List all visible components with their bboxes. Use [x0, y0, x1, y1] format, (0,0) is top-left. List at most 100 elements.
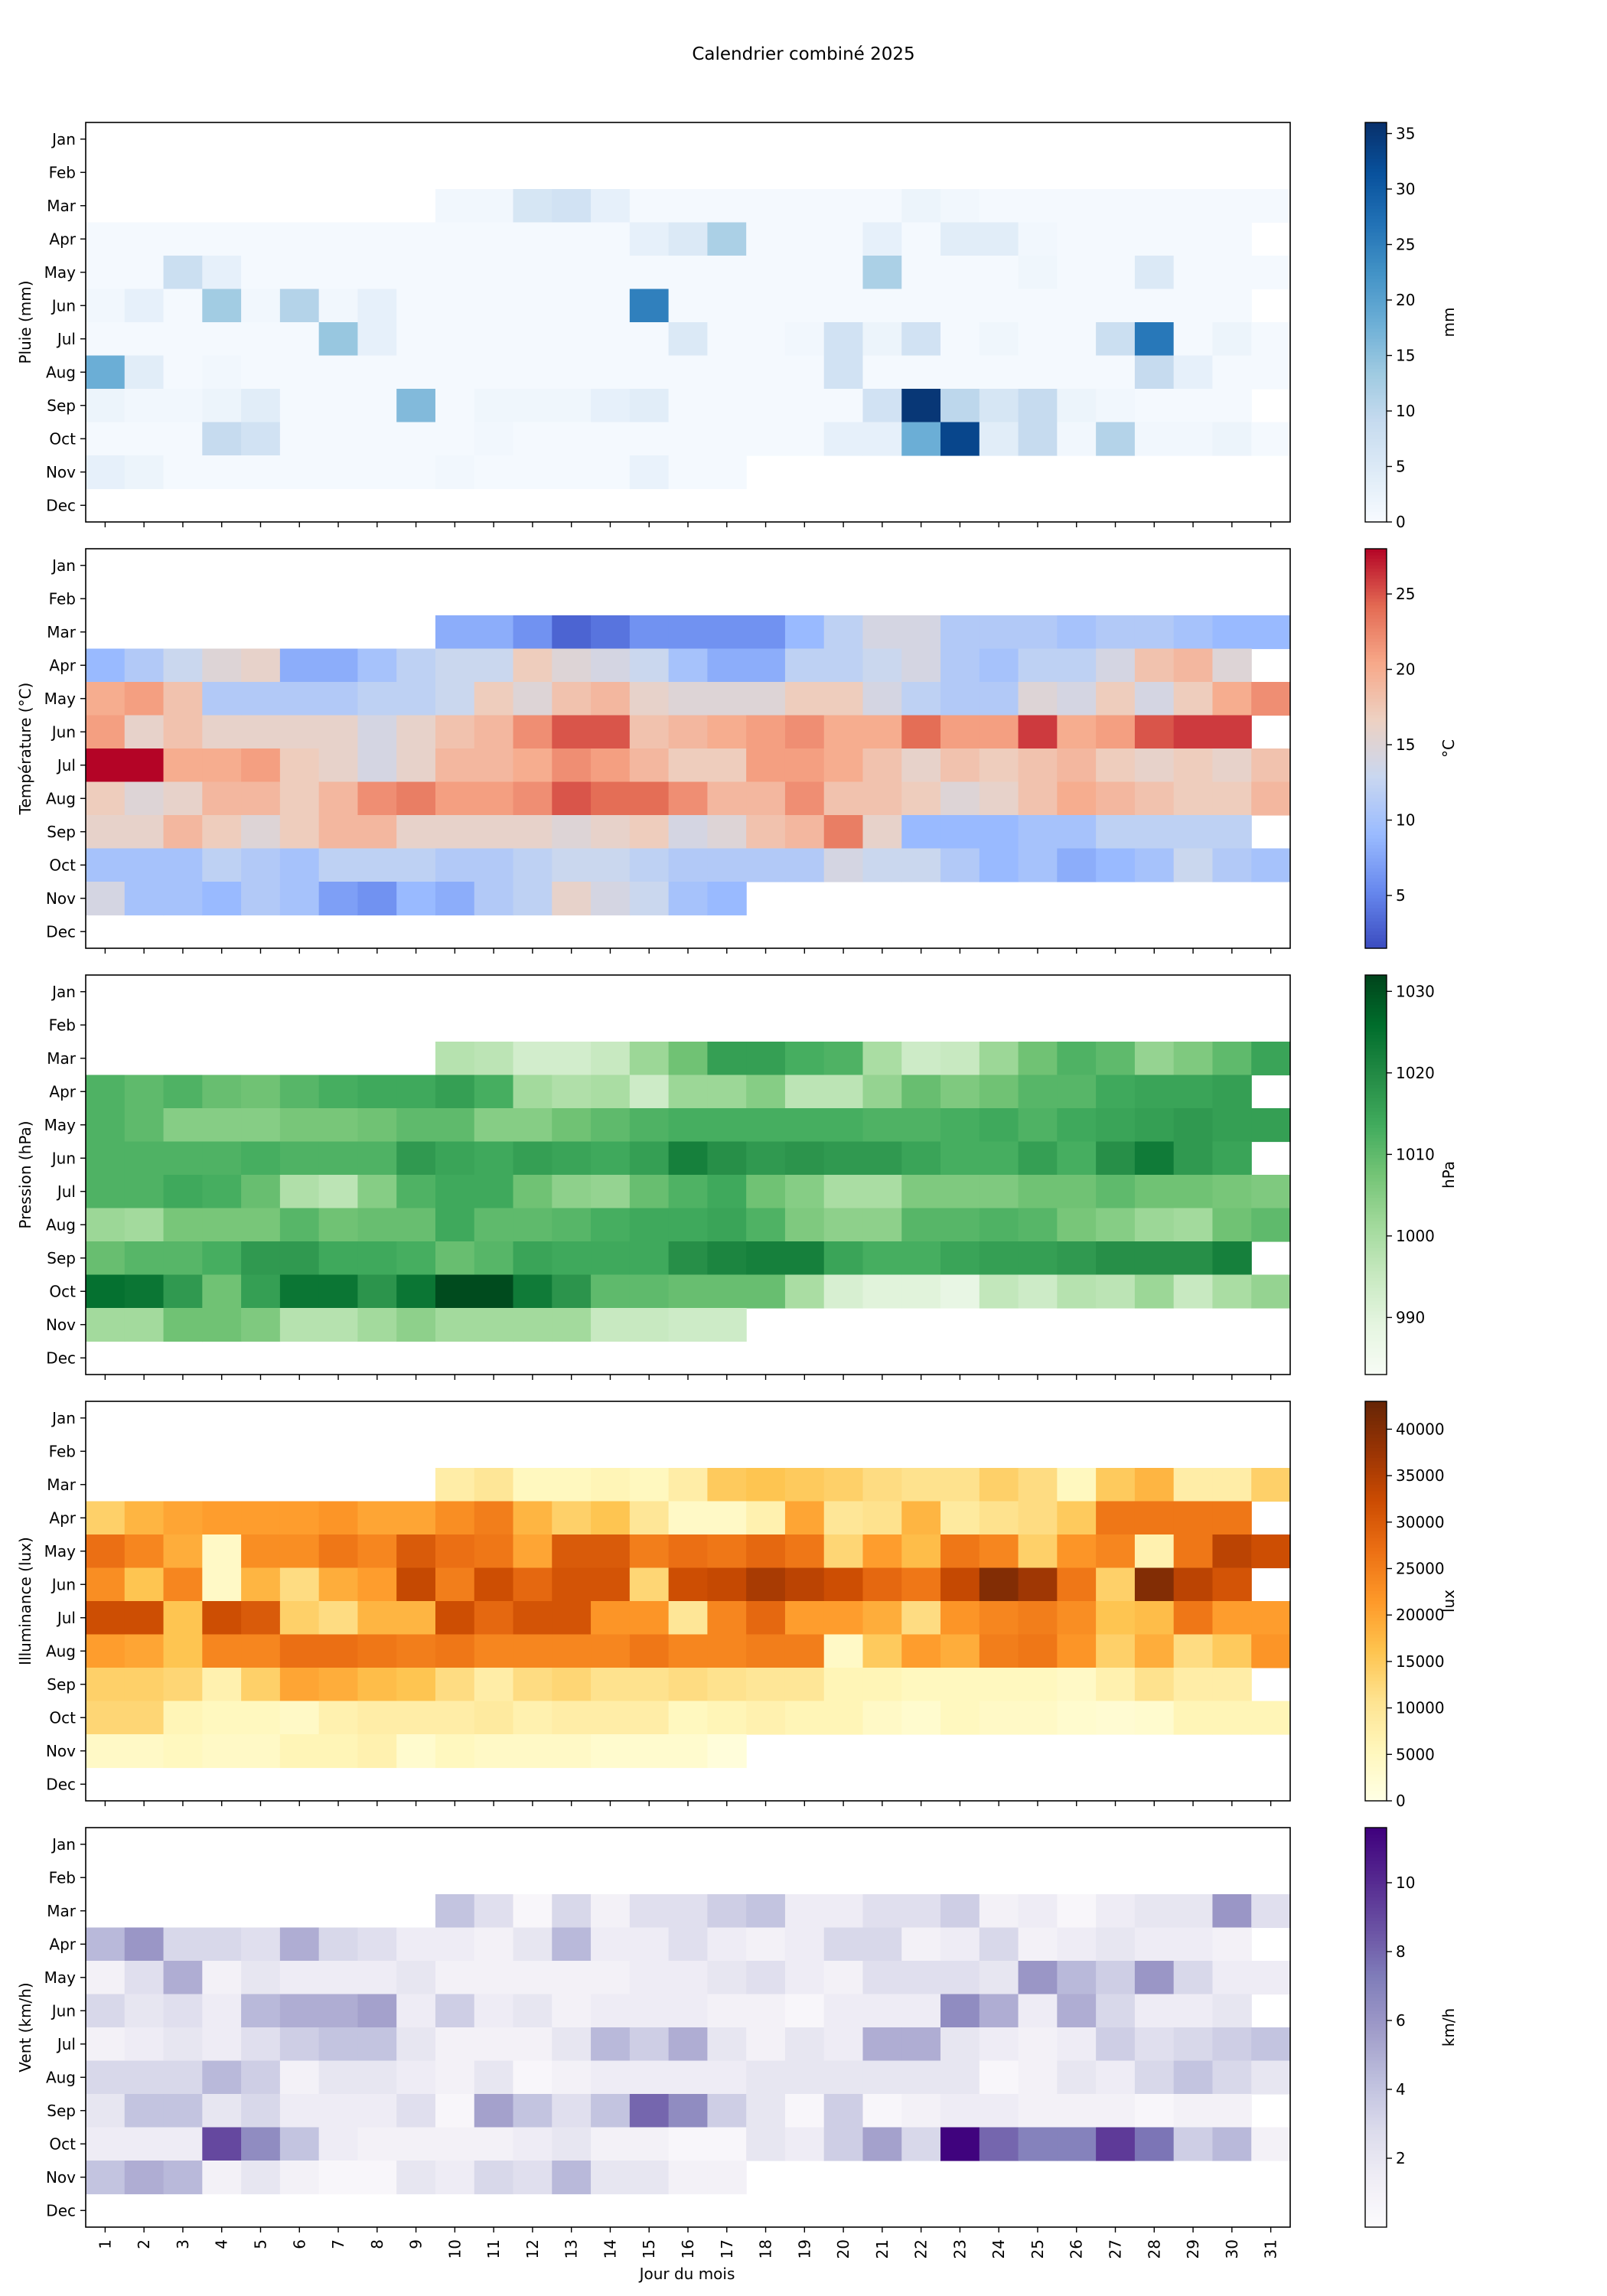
colorbar-segment	[1365, 168, 1387, 173]
heatmap-cell	[202, 1141, 242, 1176]
heatmap-cell	[279, 781, 320, 816]
heatmap-cell	[862, 682, 902, 716]
heatmap-cell	[862, 2027, 902, 2062]
colorbar-segment	[1365, 2014, 1387, 2018]
heatmap-cell	[979, 1567, 1019, 1602]
colorbar-segment	[1365, 2087, 1387, 2092]
colorbar-segment	[1365, 266, 1387, 269]
heatmap-cell	[591, 422, 631, 456]
colorbar-segment	[1365, 702, 1387, 706]
heatmap-cell	[435, 1927, 475, 1962]
heatmap-cell	[124, 1274, 165, 1309]
colorbar-segment	[1365, 471, 1387, 476]
heatmap-cell	[901, 422, 941, 456]
colorbar-segment	[1365, 298, 1387, 303]
heatmap-cell	[124, 682, 165, 716]
heatmap-cell	[784, 222, 825, 256]
heatmap-cell	[784, 355, 825, 390]
heatmap-cell	[474, 1894, 514, 1929]
colorbar-segment	[1365, 1021, 1387, 1026]
heatmap-cell	[1096, 1501, 1136, 1535]
heatmap-cell	[591, 2161, 631, 2195]
colorbar-segment	[1365, 1828, 1387, 1831]
heatmap-cell	[279, 715, 320, 749]
heatmap-cell	[513, 1567, 553, 1602]
heatmap-cell	[784, 1208, 825, 1242]
heatmap-cell	[86, 1208, 125, 1242]
heatmap-cell	[124, 1175, 165, 1209]
heatmap-cell	[707, 715, 747, 749]
heatmap-cell	[474, 322, 514, 357]
heatmap-cell	[1212, 389, 1252, 423]
heatmap-cell	[940, 1634, 980, 1668]
month-tick-label: Jul	[56, 2035, 76, 2053]
month-tick-label: Feb	[49, 1868, 76, 1887]
heatmap-cell	[940, 715, 980, 749]
heatmap-cell	[629, 1701, 670, 1735]
heatmap-cell	[435, 2161, 475, 2195]
heatmap-cell	[1212, 781, 1252, 816]
heatmap-cell	[202, 882, 242, 916]
heatmap-cell	[124, 455, 165, 490]
month-tick-label: Jun	[51, 1575, 76, 1593]
colorbar-tick-label: 5	[1396, 458, 1406, 476]
heatmap-cell	[1057, 748, 1097, 783]
colorbar-segment	[1365, 2027, 1387, 2031]
heatmap-cell	[707, 2060, 747, 2095]
heatmap-cell	[435, 1042, 475, 1076]
colorbar-segment	[1365, 1401, 1387, 1405]
colorbar-segment	[1365, 1141, 1387, 1146]
heatmap-cell	[1251, 422, 1291, 456]
heatmap-cell	[1173, 1241, 1214, 1276]
heatmap-cell	[668, 1468, 708, 1502]
colorbar-segment	[1365, 155, 1387, 160]
colorbar-segment	[1365, 215, 1387, 220]
heatmap-cell	[1173, 389, 1214, 423]
heatmap-cell	[474, 1208, 514, 1242]
heatmap-panel-2: JanFebMarAprMayJunJulAugSepOctNovDecTemp…	[16, 548, 1458, 954]
month-tick-label: Aug	[46, 363, 76, 381]
heatmap-cell	[474, 748, 514, 783]
heatmap-cell	[513, 1701, 553, 1735]
heatmap-cell	[513, 1308, 553, 1342]
heatmap-cell	[1057, 848, 1097, 882]
colorbar-segment	[1365, 1025, 1387, 1029]
colorbar-segment	[1365, 655, 1387, 660]
heatmap-cell	[552, 882, 592, 916]
colorbar-segment	[1365, 831, 1387, 836]
heatmap-cell	[1173, 1468, 1214, 1502]
heatmap-cell	[1173, 1894, 1214, 1929]
heatmap-cell	[513, 256, 553, 290]
heatmap-cell	[1018, 289, 1058, 323]
colorbar-segment	[1365, 1058, 1387, 1062]
colorbar-tick-label: 25	[1396, 585, 1415, 603]
heatmap-cell	[124, 2060, 165, 2095]
colorbar-segment	[1365, 1094, 1387, 1099]
heatmap-cell	[241, 322, 281, 357]
heatmap-cell	[86, 848, 125, 882]
heatmap-cell	[435, 1734, 475, 1769]
colorbar-segment	[1365, 1238, 1387, 1242]
heatmap-cell	[318, 882, 359, 916]
heatmap-cell	[629, 389, 670, 423]
heatmap-cell	[435, 682, 475, 716]
heatmap-cell	[318, 1175, 359, 1209]
colorbar-segment	[1365, 508, 1387, 513]
heatmap-cell	[435, 848, 475, 882]
heatmap-cell	[318, 422, 359, 456]
heatmap-cell	[1173, 422, 1214, 456]
heatmap-cell	[1134, 1175, 1175, 1209]
heatmap-cell	[629, 1468, 670, 1502]
heatmap-cell	[746, 781, 786, 816]
heatmap-cell	[784, 2027, 825, 2062]
heatmap-cell	[163, 2027, 203, 2062]
month-tick-label: Mar	[47, 623, 77, 641]
heatmap-cell	[513, 1634, 553, 1668]
colorbar-segment	[1365, 615, 1387, 619]
day-tick-label: 15	[640, 2239, 658, 2258]
colorbar-segment	[1365, 242, 1387, 246]
colorbar-segment	[1365, 1008, 1387, 1013]
heatmap-cell	[707, 815, 747, 850]
heatmap-cell	[202, 422, 242, 456]
colorbar-segment	[1365, 1334, 1387, 1339]
